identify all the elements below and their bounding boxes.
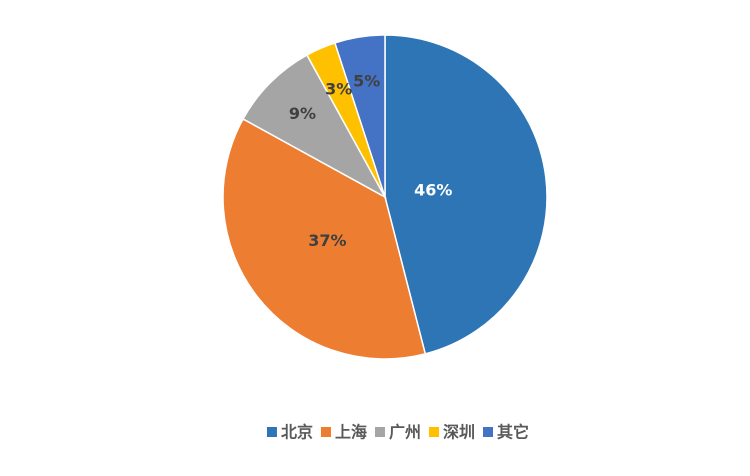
legend-label: 上海 <box>335 423 367 442</box>
legend-label: 其它 <box>497 423 529 442</box>
legend-swatch <box>266 427 277 437</box>
legend-label: 北京 <box>281 423 313 442</box>
pie-slice <box>333 34 386 198</box>
data-label: 46% <box>414 180 452 199</box>
data-label: 5% <box>353 71 380 90</box>
legend-swatch <box>374 427 385 437</box>
data-label: 9% <box>289 104 316 123</box>
pie-slice <box>384 34 548 355</box>
data-label: 37% <box>308 231 346 250</box>
pie-slice <box>242 54 387 199</box>
pie-slice <box>222 117 427 360</box>
legend-label: 深圳 <box>443 423 475 442</box>
legend-swatch <box>429 427 440 437</box>
legend-label: 广州 <box>389 423 421 442</box>
legend-swatch <box>320 427 331 437</box>
data-label: 3% <box>325 79 352 98</box>
legend-swatch <box>483 427 494 437</box>
